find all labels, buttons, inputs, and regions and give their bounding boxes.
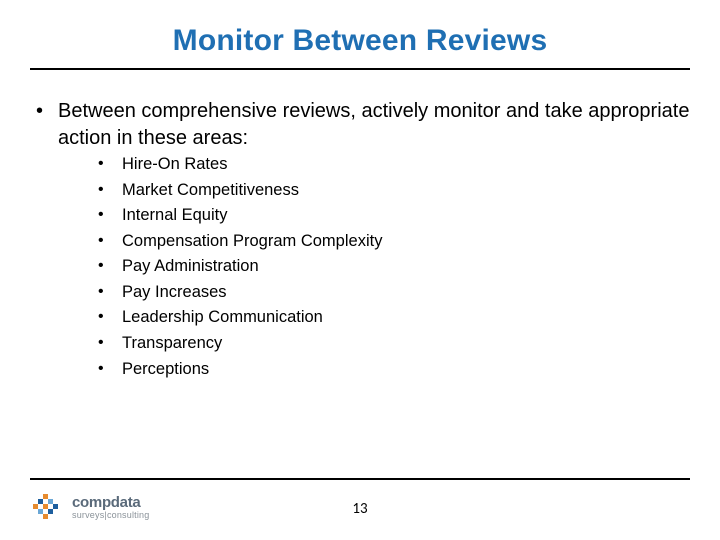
sub-bullet-item: Perceptions: [98, 357, 690, 383]
slide-title: Monitor Between Reviews: [30, 24, 690, 58]
sub-bullet-list: Hire-On Rates Market Competitiveness Int…: [58, 152, 690, 382]
sub-bullet-item: Internal Equity: [98, 203, 690, 229]
title-divider: [30, 68, 690, 70]
sub-bullet-item: Pay Administration: [98, 254, 690, 280]
sub-bullet-text: Perceptions: [122, 360, 209, 378]
sub-bullet-item: Hire-On Rates: [98, 152, 690, 178]
page-number: 13: [0, 500, 720, 518]
main-bullet-text: Between comprehensive reviews, actively …: [58, 100, 689, 149]
sub-bullet-text: Hire-On Rates: [122, 155, 227, 173]
sub-bullet-text: Pay Increases: [122, 283, 227, 301]
sub-bullet-item: Leadership Communication: [98, 305, 690, 331]
sub-bullet-text: Transparency: [122, 334, 222, 352]
sub-bullet-text: Leadership Communication: [122, 308, 323, 326]
sub-bullet-text: Market Competitiveness: [122, 181, 299, 199]
main-bullet-item: Between comprehensive reviews, actively …: [36, 98, 690, 382]
sub-bullet-item: Transparency: [98, 331, 690, 357]
sub-bullet-item: Pay Increases: [98, 280, 690, 306]
sub-bullet-text: Compensation Program Complexity: [122, 232, 382, 250]
main-bullet-list: Between comprehensive reviews, actively …: [30, 98, 690, 382]
footer-divider: [30, 478, 690, 480]
slide: Monitor Between Reviews Between comprehe…: [0, 0, 720, 540]
sub-bullet-text: Internal Equity: [122, 206, 227, 224]
sub-bullet-text: Pay Administration: [122, 257, 259, 275]
sub-bullet-item: Market Competitiveness: [98, 178, 690, 204]
sub-bullet-item: Compensation Program Complexity: [98, 229, 690, 255]
